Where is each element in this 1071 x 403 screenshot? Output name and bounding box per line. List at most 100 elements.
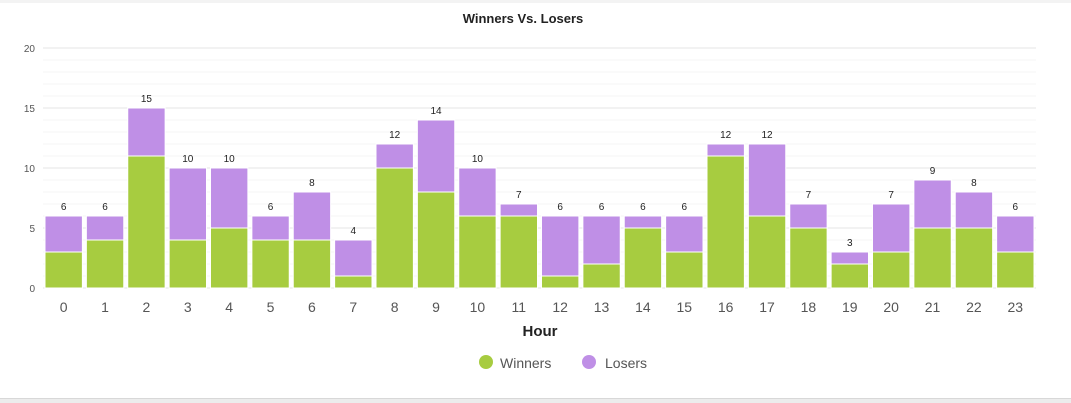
x-tick-label: 22 xyxy=(966,299,982,315)
data-label: 12 xyxy=(762,130,774,141)
data-label: 6 xyxy=(268,202,274,213)
bar-winners[interactable] xyxy=(210,227,249,289)
bar-losers[interactable] xyxy=(913,179,952,229)
data-label: 8 xyxy=(309,178,315,189)
bar-winners[interactable] xyxy=(44,251,83,289)
x-tick-label: 23 xyxy=(1008,299,1024,315)
bars xyxy=(44,107,1035,289)
bar-winners[interactable] xyxy=(168,239,207,289)
bar-losers[interactable] xyxy=(44,215,83,253)
x-tick-label: 0 xyxy=(60,299,68,315)
bar-winners[interactable] xyxy=(499,215,538,289)
bar-winners[interactable] xyxy=(706,155,745,289)
y-axis: 0 5 10 15 20 xyxy=(24,44,36,295)
bar-winners[interactable] xyxy=(541,275,580,289)
legend-swatch-winners[interactable] xyxy=(479,355,493,369)
x-tick-label: 21 xyxy=(925,299,941,315)
top-border xyxy=(0,0,1071,3)
x-tick-label: 4 xyxy=(225,299,233,315)
bar-losers[interactable] xyxy=(541,215,580,277)
data-label: 10 xyxy=(472,154,484,165)
data-labels: 6 6 15 10 10 6 8 4 12 14 10 7 6 6 6 6 12 12 7 3 7 9 8 6 xyxy=(61,94,1019,249)
data-label: 10 xyxy=(182,154,194,165)
bar-winners[interactable] xyxy=(458,215,497,289)
data-label: 6 xyxy=(61,202,67,213)
x-tick-label: 17 xyxy=(759,299,775,315)
legend: Winners Losers xyxy=(479,355,647,371)
x-tick-label: 3 xyxy=(184,299,192,315)
bar-losers[interactable] xyxy=(127,107,166,157)
bar-losers[interactable] xyxy=(872,203,911,253)
bar-winners[interactable] xyxy=(665,251,704,289)
x-axis: 0 1 2 3 4 5 6 7 8 9 10 11 12 13 14 15 16 17 18 19 20 21 22 23 xyxy=(60,299,1024,315)
bar-losers[interactable] xyxy=(706,143,745,157)
data-label: 7 xyxy=(806,190,812,201)
x-tick-label: 9 xyxy=(432,299,440,315)
x-tick-label: 10 xyxy=(470,299,486,315)
x-axis-label: Hour xyxy=(523,323,558,340)
bar-losers[interactable] xyxy=(334,239,373,277)
bar-winners[interactable] xyxy=(416,191,456,289)
bar-winners[interactable] xyxy=(582,263,621,289)
data-label: 12 xyxy=(389,130,401,141)
bar-winners[interactable] xyxy=(623,227,663,289)
bar-losers[interactable] xyxy=(458,167,497,217)
data-label: 6 xyxy=(682,202,688,213)
bar-losers[interactable] xyxy=(996,215,1035,253)
x-tick-label: 13 xyxy=(594,299,610,315)
legend-label-winners[interactable]: Winners xyxy=(500,355,551,371)
data-label: 7 xyxy=(888,190,894,201)
bar-losers[interactable] xyxy=(168,167,207,241)
bar-losers[interactable] xyxy=(416,119,456,193)
bar-losers[interactable] xyxy=(582,215,621,265)
bar-winners[interactable] xyxy=(747,215,787,289)
gridlines xyxy=(43,47,1036,289)
data-label: 8 xyxy=(971,178,977,189)
bar-losers[interactable] xyxy=(665,215,704,253)
bar-winners[interactable] xyxy=(954,227,994,289)
y-tick-label: 10 xyxy=(24,164,36,175)
bar-losers[interactable] xyxy=(623,215,663,229)
bar-losers[interactable] xyxy=(251,215,290,241)
data-label: 15 xyxy=(141,94,153,105)
bar-winners[interactable] xyxy=(913,227,952,289)
x-tick-label: 20 xyxy=(883,299,899,315)
data-label: 12 xyxy=(720,130,732,141)
data-label: 6 xyxy=(557,202,563,213)
bar-losers[interactable] xyxy=(499,203,538,217)
y-tick-label: 0 xyxy=(29,284,35,295)
data-label: 7 xyxy=(516,190,522,201)
bar-winners[interactable] xyxy=(789,227,828,289)
legend-label-losers[interactable]: Losers xyxy=(605,355,647,371)
data-label: 10 xyxy=(224,154,236,165)
bar-winners[interactable] xyxy=(334,275,373,289)
bar-losers[interactable] xyxy=(210,167,249,229)
chart-title: Winners Vs. Losers xyxy=(463,11,584,26)
bar-winners[interactable] xyxy=(872,251,911,289)
bar-losers[interactable] xyxy=(85,215,125,241)
bar-winners[interactable] xyxy=(830,263,869,289)
x-tick-label: 11 xyxy=(512,299,527,315)
x-tick-label: 7 xyxy=(349,299,357,315)
legend-swatch-losers[interactable] xyxy=(582,355,596,369)
bottom-border xyxy=(0,398,1071,403)
y-tick-label: 15 xyxy=(24,104,36,115)
bar-winners[interactable] xyxy=(375,167,414,289)
bar-winners[interactable] xyxy=(292,239,332,289)
x-tick-label: 5 xyxy=(267,299,275,315)
bar-losers[interactable] xyxy=(954,191,994,229)
bar-winners[interactable] xyxy=(85,239,125,289)
bar-losers[interactable] xyxy=(789,203,828,229)
bar-losers[interactable] xyxy=(747,143,787,217)
bar-winners[interactable] xyxy=(127,155,166,289)
bar-winners[interactable] xyxy=(251,239,290,289)
x-tick-label: 6 xyxy=(308,299,316,315)
bar-losers[interactable] xyxy=(830,251,869,265)
bar-losers[interactable] xyxy=(375,143,414,169)
data-label: 3 xyxy=(847,238,853,249)
x-tick-label: 15 xyxy=(677,299,693,315)
bar-losers[interactable] xyxy=(292,191,332,241)
data-label: 6 xyxy=(640,202,646,213)
bar-winners[interactable] xyxy=(996,251,1035,289)
